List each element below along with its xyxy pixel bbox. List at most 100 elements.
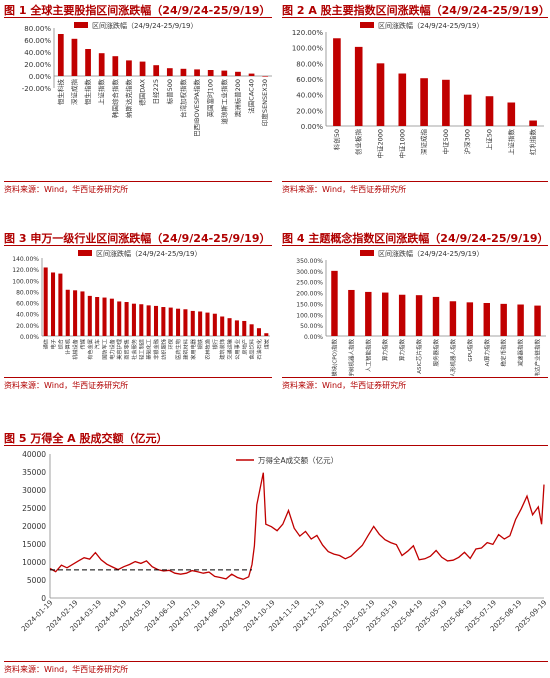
title-rule [4,245,272,246]
x-tick-label: 人形机器人指数 [449,339,457,376]
source-note: 资料来源：Wind，华西证券研究所 [282,381,407,390]
x-tick-label: 中证1000 [397,129,406,159]
x-tick-label: 美容护理 [115,338,123,360]
bar [248,73,255,76]
y-tick-label: 40.00% [16,312,39,319]
y-tick-label: 20.00% [296,107,323,115]
legend-label: 区间涨跌幅（24/9/24-25/9/19） [96,249,202,258]
x-tick-label: 房地产 [240,339,248,355]
legend-swatch [74,22,88,28]
x-tick-label: 基础化工 [145,339,153,360]
bar [161,307,166,336]
x-tick-label: 钢铁 [196,339,204,349]
y-tick-label: 5000 [27,576,46,585]
bar [73,290,78,336]
source-note: 资料来源：Wind，华西证券研究所 [4,665,129,674]
x-tick-label: 深证成指 [69,79,78,106]
x-tick-label: 农林牧渔 [203,339,211,360]
x-tick-label: 恒生指数 [83,79,92,106]
x-tick-label: 上证指数 [506,128,515,155]
y-tick-label: 250.00% [296,280,323,287]
bar [517,304,524,336]
y-tick-label: 80.00% [296,60,323,68]
x-tick-label: 电子 [49,339,57,349]
y-tick-label: 0.00% [301,123,324,131]
bar [256,328,261,336]
x-tick-label: 机械设备 [71,338,79,360]
x-tick-label: 国防军工 [101,339,109,360]
x-tick-label: AI算力指数 [483,339,491,367]
series-line-turnover [49,472,545,580]
y-tick-label: 20.00% [24,61,51,69]
bar [333,38,341,127]
x-tick-label: 环保 [167,338,175,349]
source-rule [4,377,272,378]
x-tick-label: 韩国综合指数 [110,79,119,119]
x-tick-label: 减速器指数 [517,339,525,367]
bar-chart: 区间涨跌幅（24/9/24-25/9/19） -20.00% 0.00% 20.00%… [22,21,272,137]
x-tick-label: 算力指数 [398,339,406,362]
x-tick-label: 光模块(CPO)指数 [330,339,338,376]
bar [382,292,389,336]
bar [124,302,129,336]
legend-swatch [360,250,374,256]
legend-label: 区间涨跌幅（24/9/24-25/9/19） [92,21,198,30]
bar [529,120,537,126]
y-tick-label: 100.00% [292,45,323,53]
source-rule [4,181,272,182]
legend-label: 万得全A成交额（亿元） [258,455,338,465]
y-tick-label: 60.00% [24,37,51,45]
bar [153,305,159,336]
bar [483,302,490,336]
x-tick-label: 建筑材料 [181,339,189,360]
x-tick-label: 科创50 [332,129,341,150]
bar [420,78,428,126]
x-tick-label: 银行 [211,339,219,349]
title-rule [282,17,548,18]
x-tick-label: 台湾加权指数 [178,79,187,119]
bar-chart: 区间涨跌幅（24/9/24-25/9/19） 0.00% 50.00% 100.00%… [296,249,546,376]
x-tick-label: 计算机 [64,338,72,354]
x-tick-label: 红利指数 [528,129,537,156]
bar-chart: 区间涨跌幅（24/9/24-25/9/19） 0.00% 20.00% 40.00% 6… [12,249,270,360]
x-tick-label: GPU指数 [466,339,474,362]
legend-swatch [360,22,374,28]
bar [466,302,474,336]
y-tick-label: 60.00% [16,301,39,308]
y-tick-label: 20.00% [16,323,39,330]
bar [207,70,214,76]
y-tick-label: 0.00% [20,334,39,341]
x-tick-label: 稳定币指数 [500,339,508,367]
bar [242,320,247,336]
bar [398,73,407,126]
bar [227,318,232,336]
bar [449,301,457,336]
bar [57,34,64,76]
bar [432,296,440,336]
bar [354,46,363,126]
x-tick-label: 食品饮料 [248,339,256,360]
x-tick-label: 商贸零售 [123,339,131,360]
bar [190,310,195,336]
bar [87,295,92,336]
x-tick-label: 澳洲标普200 [233,79,242,117]
x-tick-label: 巴西IBOVESPA指数 [192,79,201,137]
line-chart: 0 5000 10000 15000 20000 25000 30000 35000 40000… [20,450,548,633]
bar [51,272,56,336]
x-tick-label: 医药生物 [174,339,182,360]
x-tick-label: 公用事业 [233,339,241,360]
x-tick-label: 传媒 [78,338,86,349]
x-tick-label: 人工智能指数 [364,339,372,373]
bar [168,307,173,336]
x-tick-label: 纺织服饰 [159,339,167,360]
bar [146,305,151,336]
x-tick-label: 算力指数 [381,339,389,362]
bar-chart: 区间涨跌幅（24/9/24-25/9/19） 0.00% 20.00% 40.00% 6… [292,21,544,159]
bar [117,301,122,336]
y-tick-label: 40.00% [296,92,323,100]
bar [485,96,494,126]
source-rule [282,377,548,378]
bar [365,291,372,336]
bar [131,303,136,336]
y-tick-label: 15000 [22,540,46,549]
